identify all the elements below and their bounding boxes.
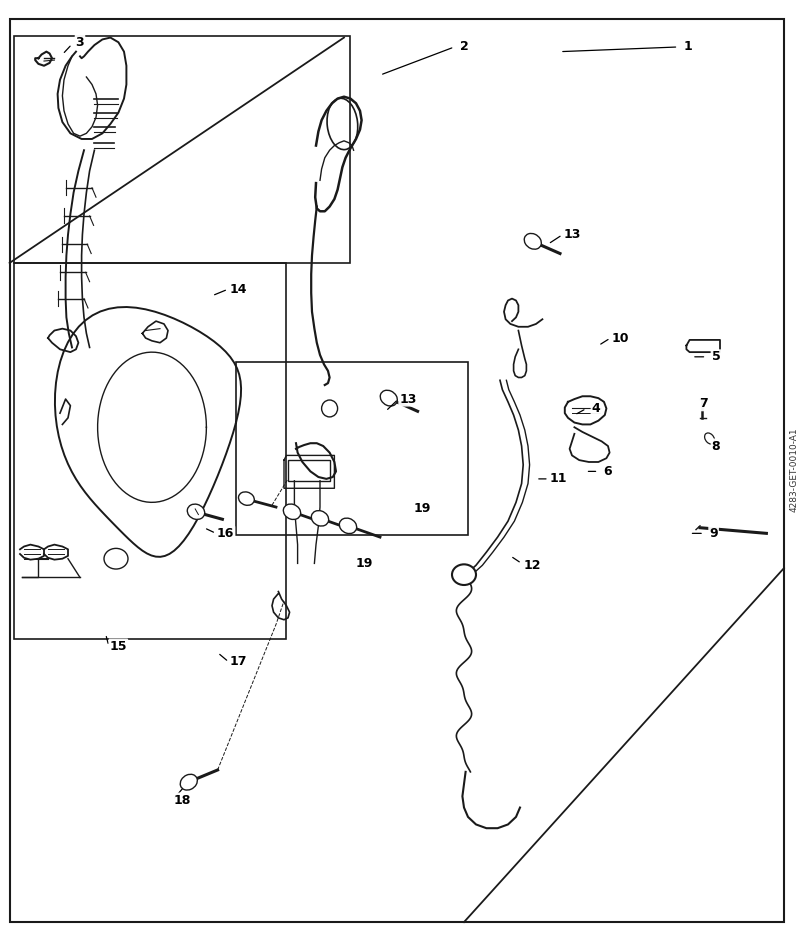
Ellipse shape (311, 511, 329, 526)
Text: 16: 16 (217, 527, 234, 540)
Bar (14, 36, 350, 263)
Ellipse shape (380, 391, 398, 406)
Text: 19: 19 (414, 502, 431, 516)
Text: 13: 13 (399, 393, 417, 406)
Text: 8: 8 (712, 439, 720, 453)
Text: 15: 15 (110, 639, 127, 653)
Ellipse shape (452, 564, 476, 585)
Text: 7: 7 (700, 397, 708, 410)
Text: 11: 11 (550, 472, 567, 485)
Text: 5: 5 (712, 350, 720, 363)
Ellipse shape (180, 775, 198, 790)
Ellipse shape (705, 433, 714, 444)
Bar (288, 460, 330, 481)
Bar (236, 362, 468, 535)
Text: 14: 14 (230, 283, 247, 296)
Text: 19: 19 (355, 557, 373, 570)
Text: 17: 17 (230, 655, 247, 669)
Text: 2: 2 (460, 40, 468, 54)
Text: 12: 12 (523, 559, 541, 572)
Text: 3: 3 (76, 36, 84, 49)
Text: 4283-GET-0010-A1: 4283-GET-0010-A1 (789, 427, 798, 512)
Text: 9: 9 (710, 527, 718, 540)
Text: 18: 18 (174, 793, 191, 807)
Text: 10: 10 (611, 331, 629, 345)
Ellipse shape (339, 518, 357, 533)
Text: 4: 4 (592, 402, 600, 415)
Ellipse shape (187, 504, 205, 519)
Text: 1: 1 (684, 40, 692, 54)
Text: 6: 6 (604, 465, 612, 478)
Ellipse shape (524, 234, 542, 249)
Text: 13: 13 (563, 228, 581, 241)
Ellipse shape (238, 492, 254, 505)
Bar (14, 263, 286, 639)
Ellipse shape (283, 504, 301, 519)
